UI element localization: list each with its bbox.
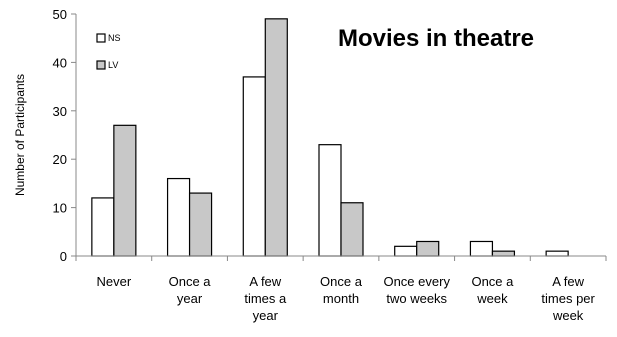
bars bbox=[91, 18, 569, 257]
x-tick-label: Once every two weeks bbox=[383, 274, 450, 306]
y-axis: 0 10 20 30 40 50 bbox=[53, 7, 77, 264]
y-axis-label: Number of Participants bbox=[13, 74, 27, 196]
bar-ns bbox=[469, 240, 494, 257]
bar-ns bbox=[318, 144, 342, 257]
bar-ns bbox=[91, 197, 115, 257]
y-tick-label: 20 bbox=[53, 152, 67, 167]
legend: NS LV bbox=[96, 33, 121, 70]
legend-swatch-lv bbox=[96, 60, 106, 70]
legend-label-lv: LV bbox=[108, 60, 118, 70]
bar-ns bbox=[242, 76, 266, 257]
x-tick-label: Once a year bbox=[169, 274, 212, 306]
bar-lv bbox=[491, 250, 516, 257]
bar-lv bbox=[416, 240, 440, 257]
y-tick-label: 40 bbox=[53, 55, 67, 70]
bar-lv bbox=[188, 192, 213, 257]
bar-ns bbox=[545, 250, 569, 257]
x-tick-label: A few times a year bbox=[244, 274, 287, 323]
legend-label-ns: NS bbox=[108, 33, 121, 43]
x-tick-label: A few times per week bbox=[541, 274, 595, 323]
x-tick-label: Never bbox=[97, 274, 132, 289]
bar-lv bbox=[340, 202, 364, 257]
bar-lv bbox=[113, 124, 137, 257]
x-tick-label: Once a week bbox=[471, 274, 514, 306]
x-axis: Never Once a year A few times a year Once a mon… bbox=[75, 255, 607, 323]
y-tick-label: 10 bbox=[53, 201, 67, 216]
legend-swatch-ns bbox=[96, 33, 106, 43]
x-tick-label: Once a month bbox=[320, 274, 363, 306]
chart-title: Movies in theatre bbox=[338, 25, 534, 52]
y-tick-label: 0 bbox=[60, 249, 67, 264]
bar-lv bbox=[264, 18, 288, 257]
y-tick-label: 30 bbox=[53, 104, 67, 119]
bar-ns bbox=[166, 177, 191, 257]
y-tick-label: 50 bbox=[53, 7, 67, 22]
bar-ns bbox=[394, 245, 418, 257]
